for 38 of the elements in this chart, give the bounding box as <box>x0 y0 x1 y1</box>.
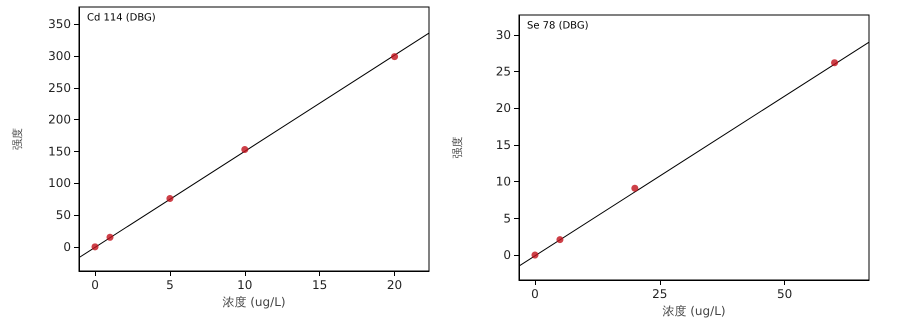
point <box>92 243 99 250</box>
y-tick-label: 30 <box>496 28 511 42</box>
point <box>831 59 838 66</box>
point <box>391 53 398 60</box>
y-tick-label: 15 <box>496 138 511 152</box>
x-tick-label: 0 <box>531 287 539 301</box>
y-tick-label: 5 <box>503 211 511 226</box>
point <box>531 252 538 259</box>
y-tick-label: 350 <box>48 17 71 32</box>
point <box>166 194 174 202</box>
y-tick-label: 150 <box>48 144 71 158</box>
y-tick-label: 200 <box>48 112 71 127</box>
x-axis-title: 浓度 (ug/L) <box>662 304 726 318</box>
y-tick-label: 250 <box>48 80 71 95</box>
point <box>556 236 564 244</box>
x-tick-label: 15 <box>312 278 328 292</box>
x-tick-label: 25 <box>652 287 668 301</box>
y-tick-label: 25 <box>496 64 511 79</box>
y-tick-label: 0 <box>503 248 511 262</box>
x-tick-label: 20 <box>386 278 402 292</box>
y-axis-title: 强度 <box>451 136 464 158</box>
x-tick-label: 5 <box>166 278 174 292</box>
x-axis-title: 浓度 (ug/L) <box>222 294 286 309</box>
y-axis-title: 强度 <box>11 128 24 150</box>
x-tick-label: 50 <box>776 287 792 301</box>
annotation: Se 78 (DBG) <box>527 20 589 32</box>
x-tick-label: 10 <box>237 278 252 292</box>
x-tick-label: 0 <box>91 278 99 292</box>
y-tick-label: 50 <box>56 208 71 222</box>
point <box>241 146 248 153</box>
y-tick-label: 10 <box>496 174 511 189</box>
annotation: Cd 114 (DBG) <box>87 12 156 24</box>
y-tick-label: 20 <box>496 101 511 116</box>
point <box>106 234 114 241</box>
y-tick-label: 300 <box>48 48 71 63</box>
point <box>631 184 638 192</box>
y-tick-label: 100 <box>48 176 71 190</box>
y-tick-label: 0 <box>63 240 71 254</box>
